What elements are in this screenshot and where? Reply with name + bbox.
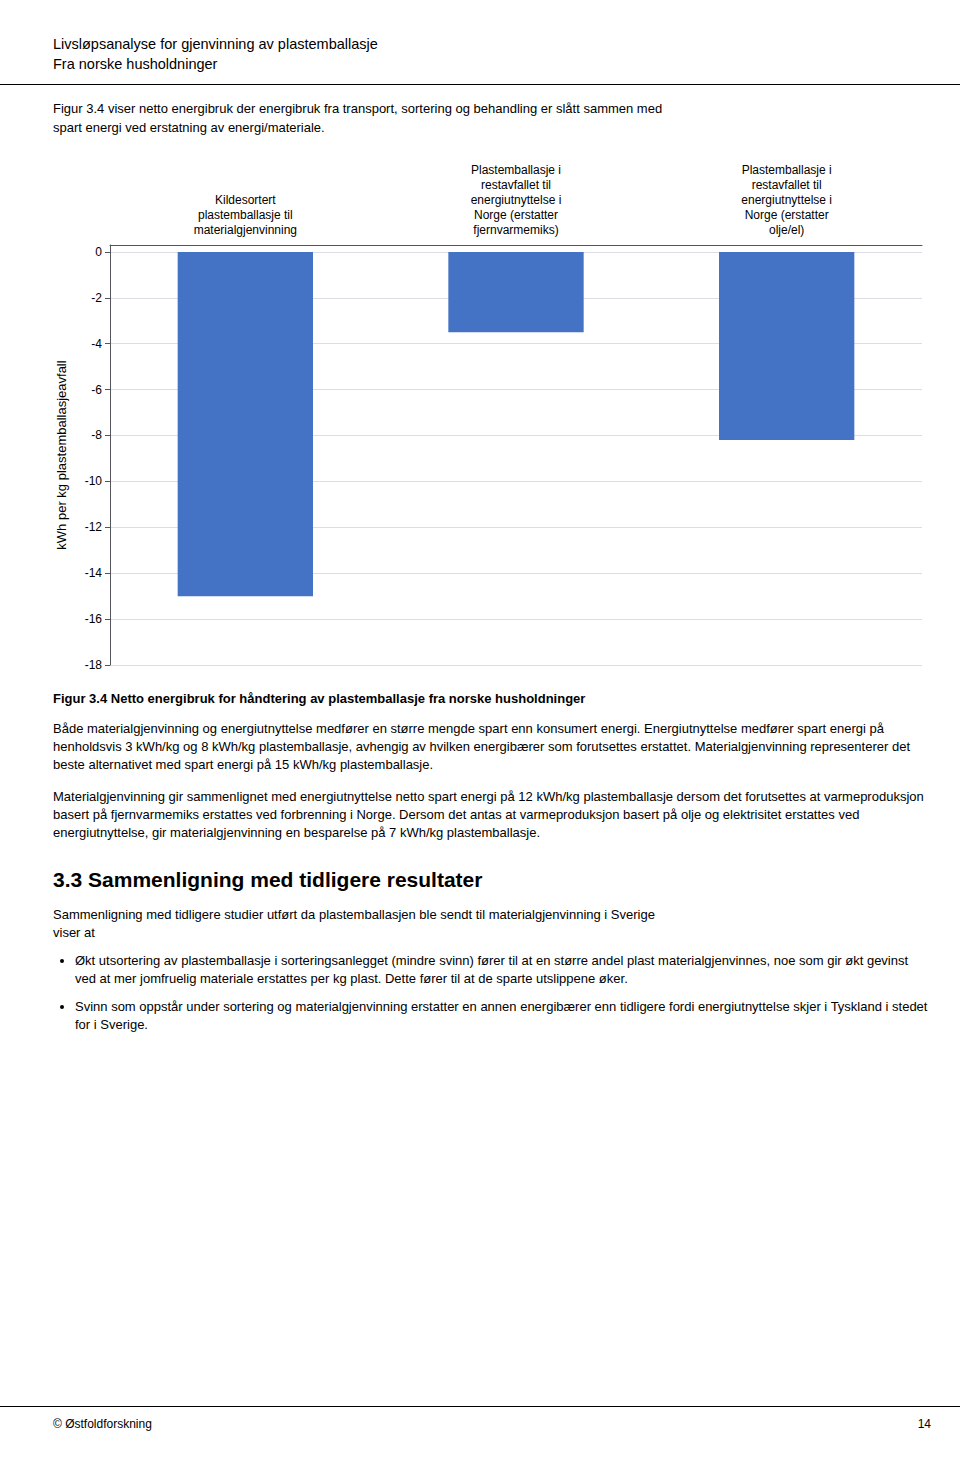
svg-text:-12: -12 xyxy=(85,520,103,534)
html-text:3.3 Sammenligning med tidliger: 3.3 Sammenligning med tidligere resultat… xyxy=(53,868,483,891)
svg-text:Norge (erstatter: Norge (erstatter xyxy=(745,208,829,222)
svg-text:materialgjenvinning: materialgjenvinning xyxy=(194,223,297,237)
svg-text:kWh per kg plastemballasjeavfa: kWh per kg plastemballasjeavfall xyxy=(54,360,69,549)
svg-text:fjernvarmemiks): fjernvarmemiks) xyxy=(473,223,558,237)
svg-text:restavfallet til: restavfallet til xyxy=(752,178,822,192)
html-text:Livsløpsanalyse for gjenvinnin: Livsløpsanalyse for gjenvinning av plast… xyxy=(53,36,378,52)
svg-text:Kildesortert: Kildesortert xyxy=(215,193,276,207)
svg-text:Norge (erstatter: Norge (erstatter xyxy=(474,208,558,222)
svg-text:Plastemballasje i: Plastemballasje i xyxy=(471,163,561,177)
svg-text:energiutnyttelse i: energiutnyttelse i xyxy=(741,193,832,207)
html-text:Fra norske husholdninger: Fra norske husholdninger xyxy=(53,56,218,72)
html-text:Både materialgjenvinning og en: Både materialgjenvinning og energiutnytt… xyxy=(53,721,910,772)
svg-text:restavfallet til: restavfallet til xyxy=(481,178,551,192)
html-text:14: 14 xyxy=(917,1417,931,1431)
html-text:Materialgjenvinning gir sammen: Materialgjenvinning gir sammenlignet med… xyxy=(53,789,924,840)
svg-text:plastemballasje til: plastemballasje til xyxy=(198,208,293,222)
svg-text:-10: -10 xyxy=(85,474,103,488)
html-text:© Østfoldforskning: © Østfoldforskning xyxy=(53,1417,152,1431)
html-text:Figur 3.4 Netto energibruk for: Figur 3.4 Netto energibruk for håndterin… xyxy=(53,691,586,706)
svg-text:-18: -18 xyxy=(85,658,103,672)
svg-text:-6: -6 xyxy=(91,383,102,397)
svg-text:Plastemballasje i: Plastemballasje i xyxy=(742,163,832,177)
html-text:Svinn som oppstår under sorter: Svinn som oppstår under sortering og mat… xyxy=(75,999,928,1032)
svg-text:-2: -2 xyxy=(91,291,102,305)
html-text:Figur 3.4 viser netto energibr: Figur 3.4 viser netto energibruk der ene… xyxy=(53,101,663,135)
svg-text:-14: -14 xyxy=(85,566,103,580)
svg-text:-8: -8 xyxy=(91,428,102,442)
html-text:Økt utsortering av plastemball: Økt utsortering av plastemballasje i sor… xyxy=(75,953,909,986)
html-text:Sammenligning med tidligere st: Sammenligning med tidligere studier utfø… xyxy=(53,907,655,940)
svg-text:-16: -16 xyxy=(85,612,103,626)
svg-text:olje/el): olje/el) xyxy=(769,223,804,237)
svg-text:-4: -4 xyxy=(91,337,102,351)
svg-text:energiutnyttelse i: energiutnyttelse i xyxy=(471,193,562,207)
svg-text:0: 0 xyxy=(95,245,102,259)
